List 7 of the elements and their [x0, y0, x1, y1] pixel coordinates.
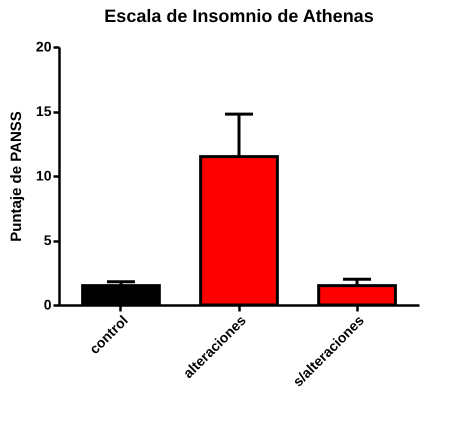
- y-axis-title: Puntaje de PANSS: [8, 111, 25, 242]
- chart-title: Escala de Insomnio de Athenas: [104, 6, 374, 26]
- y-tick-label: 0: [44, 296, 52, 312]
- y-tick-label: 5: [44, 232, 52, 248]
- y-tick-label: 20: [36, 38, 52, 54]
- y-tick-label: 10: [36, 168, 52, 184]
- y-tick-label: 15: [36, 103, 52, 119]
